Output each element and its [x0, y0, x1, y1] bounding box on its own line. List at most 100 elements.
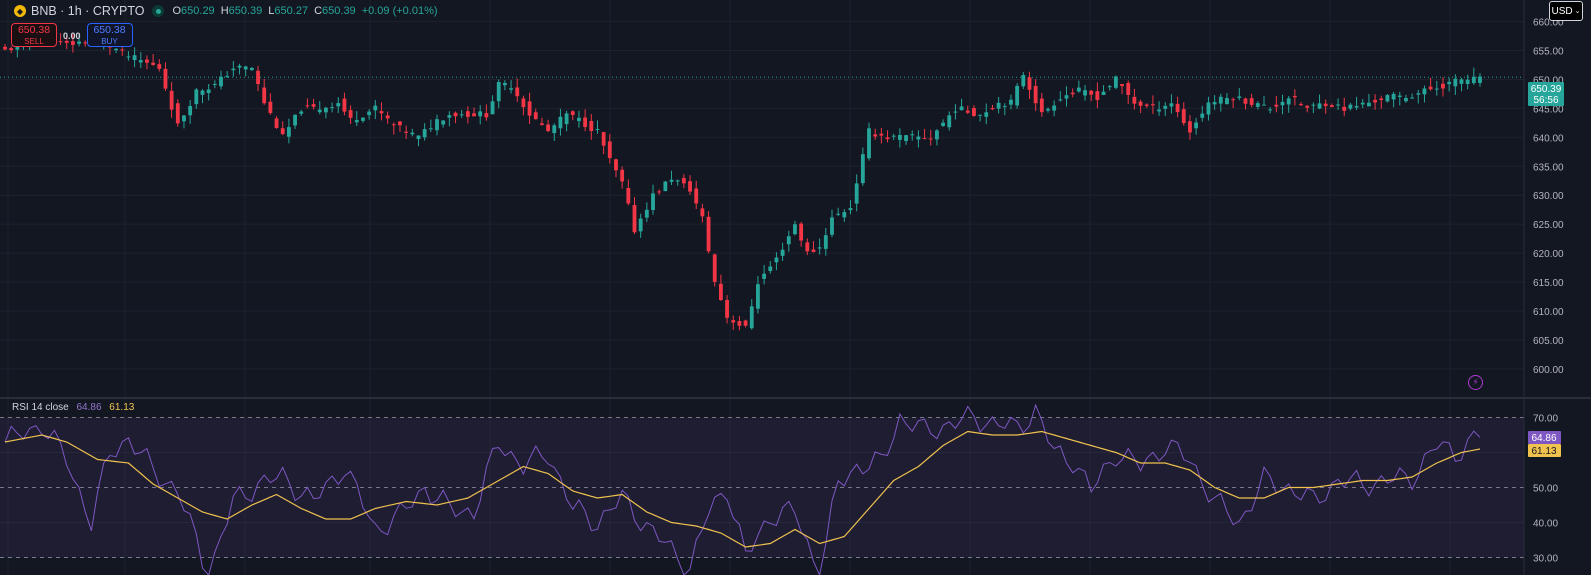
- candle-body: [1070, 92, 1075, 95]
- candle-body: [206, 89, 211, 94]
- candle: [675, 179, 680, 186]
- candle-body: [114, 48, 119, 51]
- candle-body: [1323, 103, 1328, 107]
- candle: [681, 174, 686, 189]
- candle-body: [694, 188, 699, 204]
- candle-body: [1120, 84, 1124, 87]
- candle: [515, 78, 520, 102]
- candle: [1052, 100, 1057, 117]
- ohlc-values: O650.29 H650.39 L650.27 C650.39 +0.09 (+…: [172, 5, 437, 17]
- candle: [447, 111, 452, 127]
- last-price-box: [1528, 82, 1564, 106]
- candle: [836, 207, 841, 217]
- sell-button[interactable]: 650.38 SELL: [11, 23, 57, 47]
- candle: [1095, 82, 1100, 109]
- candle: [897, 128, 902, 148]
- candle-body: [663, 181, 668, 192]
- candle-body: [1046, 108, 1050, 111]
- candle-body: [1255, 103, 1260, 107]
- candle-body: [947, 115, 952, 128]
- price-axis[interactable]: 660.00 655.00 650.00 645.00 640.00 635.00 630.…: [1533, 18, 1564, 376]
- candle-body: [1397, 95, 1402, 97]
- candle: [1144, 103, 1149, 108]
- candle-body: [70, 41, 75, 45]
- candle: [83, 40, 88, 47]
- candle: [1101, 85, 1106, 96]
- candle-body: [533, 112, 538, 120]
- candle: [1212, 95, 1217, 110]
- candle: [385, 111, 390, 124]
- candle: [793, 220, 797, 236]
- symbol-title[interactable]: BNB · 1h · CRYPTO: [31, 4, 145, 18]
- candle-body: [120, 49, 125, 51]
- candle: [1132, 88, 1137, 110]
- candle-body: [416, 135, 421, 139]
- candle: [1336, 98, 1340, 110]
- candle: [564, 110, 569, 132]
- candle: [780, 242, 785, 261]
- candle-body: [126, 56, 131, 58]
- lightning-icon[interactable]: ⚡: [1468, 375, 1483, 390]
- candle-body: [373, 105, 378, 111]
- candle: [947, 111, 952, 131]
- candle: [1385, 93, 1390, 103]
- rsi-name[interactable]: RSI 14 close: [12, 402, 69, 413]
- candle: [342, 92, 347, 116]
- candle-body: [558, 116, 563, 129]
- rsi-tick-label: 50.00: [1533, 484, 1558, 495]
- candle: [1428, 77, 1433, 91]
- candle: [1249, 93, 1254, 108]
- rsi-tick-label: 70.00: [1533, 414, 1558, 425]
- candle-body: [688, 181, 692, 192]
- candle: [1422, 85, 1427, 103]
- candle-body: [1422, 88, 1427, 95]
- candle-body: [1157, 109, 1161, 112]
- candle-body: [1373, 99, 1377, 103]
- candle-body: [1274, 104, 1279, 107]
- candle-body: [632, 205, 637, 233]
- candle: [391, 122, 396, 135]
- candle-body: [934, 130, 939, 140]
- candle: [891, 133, 896, 141]
- candle-body: [175, 103, 180, 124]
- candle-body: [817, 247, 822, 249]
- candle-body: [1015, 85, 1020, 106]
- candle: [595, 120, 600, 134]
- candle: [1323, 99, 1328, 114]
- candle: [1150, 95, 1155, 114]
- candle-body: [1286, 98, 1291, 105]
- last-price-label: 650.39 56:56: [1528, 82, 1564, 106]
- candle-body: [478, 111, 483, 117]
- candle: [941, 119, 945, 127]
- candle: [1280, 94, 1285, 115]
- candle-body: [972, 108, 976, 116]
- candle: [583, 109, 588, 132]
- candle: [324, 106, 328, 119]
- candle: [1218, 93, 1223, 112]
- candle-body: [3, 46, 7, 50]
- candle: [379, 102, 384, 121]
- candle-body: [1039, 98, 1044, 113]
- candle: [1175, 96, 1180, 118]
- candle-body: [885, 137, 890, 140]
- candle: [879, 127, 884, 144]
- candle-body: [1095, 91, 1100, 101]
- rsi-value-label: 64.86: [1531, 433, 1556, 444]
- rsi-grid: [0, 417, 1524, 558]
- candle: [1138, 99, 1143, 114]
- candle-body: [904, 135, 908, 142]
- candle: [435, 114, 439, 136]
- buy-button[interactable]: 650.38 BUY: [86, 23, 133, 47]
- candle-body: [231, 68, 236, 71]
- candle: [286, 118, 291, 144]
- candle-body: [540, 123, 544, 125]
- currency-selector[interactable]: USD ⌄: [1549, 1, 1583, 21]
- candle: [1107, 84, 1112, 91]
- candle-body: [515, 87, 520, 97]
- candle-body: [867, 128, 871, 159]
- candle-body: [1064, 95, 1069, 99]
- candle-body: [212, 83, 217, 85]
- candle: [1354, 96, 1359, 110]
- candle-body: [811, 249, 816, 252]
